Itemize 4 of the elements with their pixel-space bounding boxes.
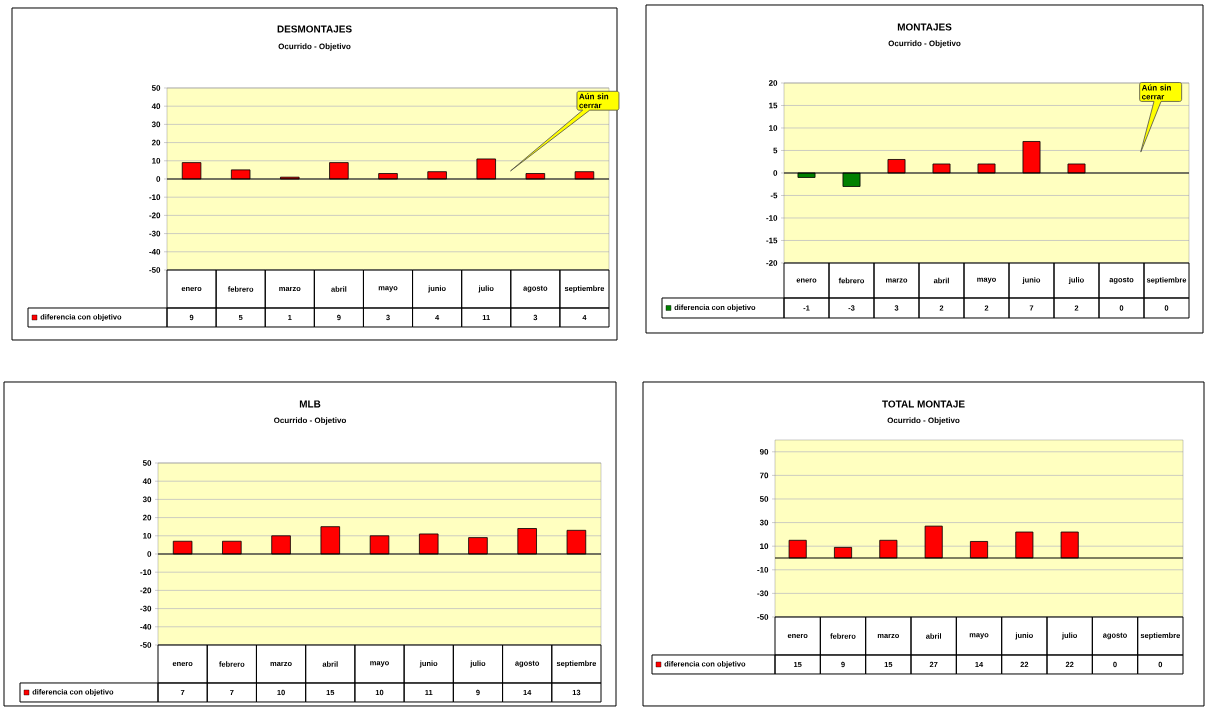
chart-title: MONTAJES bbox=[897, 23, 952, 31]
chart-title: MLB bbox=[299, 400, 321, 408]
chart-title: TOTAL MONTAJE bbox=[882, 400, 965, 408]
chart-title: DESMONTAJES bbox=[277, 25, 352, 33]
